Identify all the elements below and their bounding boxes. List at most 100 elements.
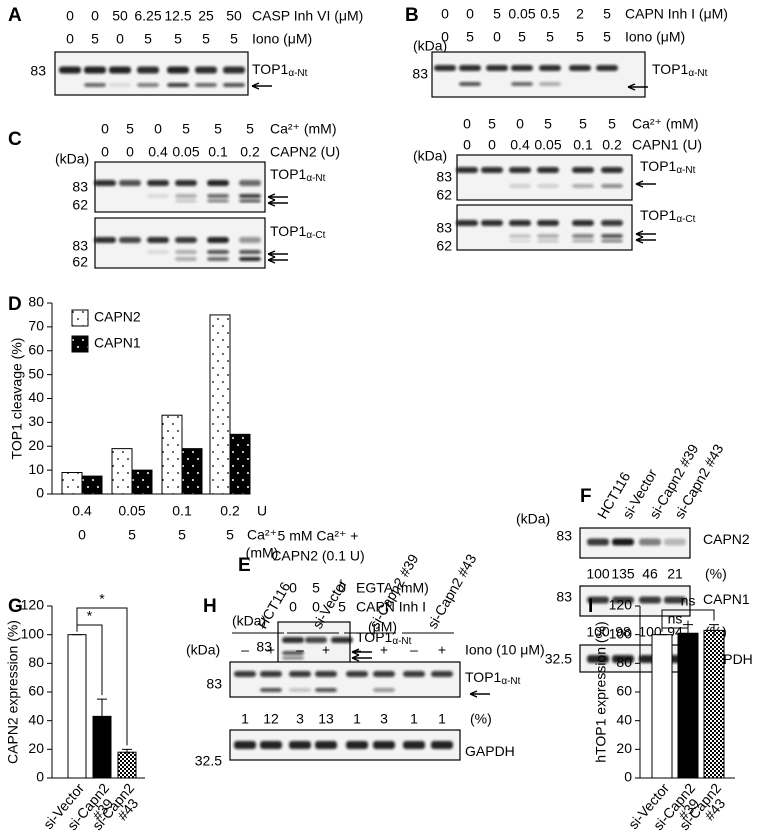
band [260,688,282,692]
legend-swatch [71,335,89,353]
band [481,167,503,173]
protein-name: TOP1 [640,158,677,174]
arrow [267,193,288,201]
protein-label: TOP1α-Ct [270,223,326,241]
condition-value: 0.4 [510,137,530,153]
band [234,671,256,677]
band [664,596,686,604]
y-tick-label: 80 [28,654,44,670]
protein-subscript: α-Nt [392,636,411,647]
protein-name: TOP1 [652,61,689,77]
kda-label: (kDa) [55,151,89,167]
size-marker: 83 [72,238,88,254]
condition-value: 0 [463,137,471,153]
blot-frame [431,51,646,98]
quantification: 1 [353,711,361,727]
condition-value: 0 [516,116,524,132]
band [431,741,453,749]
band [459,65,481,71]
condition-value: 0 [338,580,346,596]
band [207,194,229,198]
condition-value: 0 [488,137,496,153]
band [282,656,304,660]
band [175,257,197,261]
condition-value: 50 [112,8,128,24]
kda-label: (kDa) [413,38,447,54]
condition-label: Iono (μM) [252,31,312,47]
condition-value: 0 [463,116,471,132]
quantification: 13 [318,711,334,727]
band [207,180,229,186]
band [239,257,261,261]
y-tick-label: 80 [616,654,632,670]
x-tick-label: 0.4 [72,503,92,519]
arrow [627,83,648,91]
x-unit-label: (mM) [246,545,279,561]
protein-name: TOP1 [252,61,289,77]
band [403,741,425,749]
band [373,688,395,692]
protein-subscript: α-Nt [688,68,707,79]
condition-value: 0.1 [573,137,593,153]
band [572,184,594,188]
arrow [267,199,288,207]
blot-frame [94,161,266,213]
condition-label: Iono (μM) [625,29,685,45]
blot-frame [456,204,633,251]
condition-value: 5 [608,116,616,132]
bar [677,632,699,779]
condition-value: 0 [66,31,74,47]
condition-value: 0 [312,599,320,615]
protein-name: TOP1 [640,207,677,223]
panel-letter: H [203,596,217,617]
lane-group: si-Capn2 #43 [424,551,480,631]
protein-subscript: α-Nt [306,173,325,184]
band [239,199,261,203]
condition-label: Ca²⁺ (mM) [632,116,699,132]
protein-name: GAPDH [465,743,515,759]
bar [81,475,103,495]
band [94,180,116,186]
y-axis-label: CAPN2 expression (%) [5,620,21,764]
condition-value: 5 [603,6,611,22]
x-tick-label: 5 [226,527,234,543]
band [167,83,189,87]
band [109,66,131,74]
protein-label: TOP1α-Nt [640,158,696,176]
condition-value: 5 [546,29,554,45]
band [434,65,456,71]
x-tick-label: 0.05 [118,503,145,519]
arrow [351,654,372,662]
treatment-value: + [438,642,446,658]
x-tick-label: 0.2 [220,503,240,519]
bar [209,314,231,495]
quantification: 12 [263,711,279,727]
condition-label: CAPN Inh I [356,599,426,615]
protein-name: CAPN1 [703,591,750,607]
condition-label: (μM) [368,619,397,635]
band [664,538,686,546]
condition-label: EGTA (mM) [356,580,429,596]
condition-value: 0 [66,8,74,24]
significance-bracket [76,607,128,746]
condition-value: 0.05 [508,6,535,22]
condition-value: 5 [579,116,587,132]
condition-header: CAPN2 (0.1 U) [271,548,364,564]
kda-label: (kDa) [516,511,550,527]
y-tick-label: 120 [609,597,633,613]
panel-letter: B [405,5,419,26]
band [511,65,533,71]
protein-label: TOP1α-Nt [652,61,708,79]
condition-value: 0.5 [540,6,560,22]
bar [61,472,83,495]
legend-swatch [71,309,89,327]
arrow [469,690,490,698]
protein-label: TOP1α-Nt [465,669,521,687]
quantification: 100 [586,566,610,582]
protein-label: GAPDH [465,743,515,759]
significance-label: * [87,608,93,624]
band [147,250,169,254]
protein-name: TOP1 [270,166,307,182]
quantification: 3 [380,711,388,727]
band [373,671,395,677]
